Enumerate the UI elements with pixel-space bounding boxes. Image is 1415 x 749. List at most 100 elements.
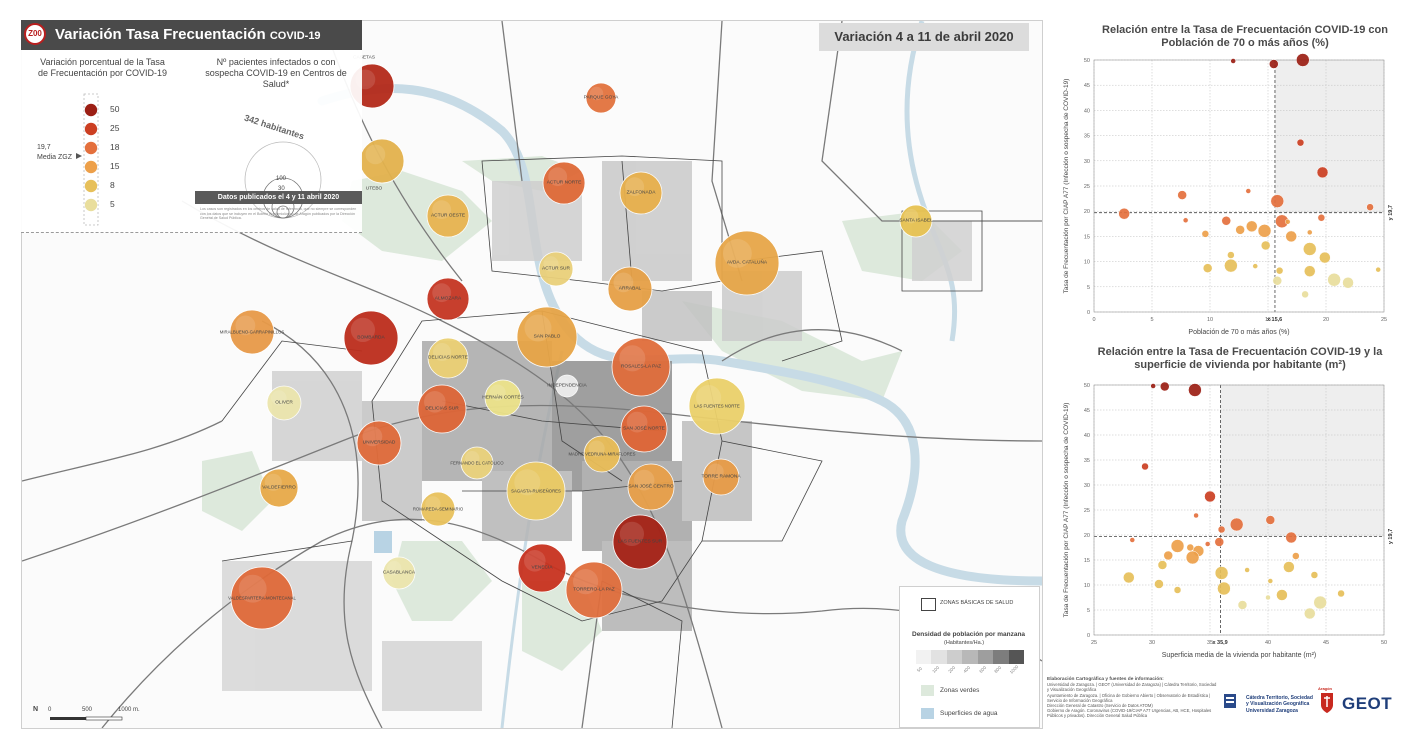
university-logo-text: Universidad Zaragoza bbox=[1246, 708, 1298, 714]
density-ramp bbox=[916, 650, 1024, 664]
data-point bbox=[1154, 579, 1164, 589]
water-label: Superficies de agua bbox=[940, 710, 998, 717]
zone-bubble-romareda-seminario[interactable] bbox=[420, 491, 456, 527]
density-tick-50: 50 bbox=[915, 665, 924, 674]
zone-bubble-las-fuentes-sur[interactable] bbox=[612, 514, 668, 570]
zone-label-madre-vedruna-miraflores: MADRE VEDRUNA-MIRAFLORES bbox=[568, 451, 636, 457]
zone-bubble-actur-oeste[interactable] bbox=[426, 194, 470, 238]
zone-bubble-venecia[interactable] bbox=[517, 543, 567, 593]
data-point bbox=[1337, 589, 1345, 598]
y-tick-label: 0 bbox=[1087, 310, 1090, 316]
x-tick-label: 50 bbox=[1381, 640, 1387, 646]
zone-bubble-utebo[interactable] bbox=[359, 138, 405, 184]
data-point bbox=[1285, 230, 1297, 243]
data-point bbox=[1217, 581, 1231, 596]
zone-label-rosales-la-paz: ROSALES-LA PAZ bbox=[620, 364, 662, 370]
y-tick-label: 45 bbox=[1084, 408, 1090, 414]
x-tick-label: 25 bbox=[1381, 317, 1387, 323]
data-point bbox=[1303, 242, 1317, 256]
zone-bubble-valdefierro[interactable] bbox=[259, 468, 299, 508]
zone-bubble-zalfonada[interactable] bbox=[619, 171, 663, 215]
zone-bubble-torrero-la-paz[interactable] bbox=[565, 561, 623, 619]
zone-bubble-actur-sur[interactable] bbox=[538, 251, 574, 287]
zone-bubble-delicias-norte[interactable] bbox=[427, 337, 469, 379]
zone-bubble-delicias-sur[interactable] bbox=[417, 384, 467, 434]
zone-bubble-san-jose-centro[interactable] bbox=[627, 463, 675, 511]
data-point bbox=[1269, 59, 1279, 69]
data-point bbox=[1201, 230, 1210, 238]
zone-bubble-independencia[interactable] bbox=[555, 374, 579, 398]
zone-bubble-santa-isabel[interactable] bbox=[899, 204, 933, 238]
y-tick-label: 20 bbox=[1084, 533, 1090, 539]
data-point bbox=[1204, 541, 1211, 547]
zone-bubble-fernando-el-catolico[interactable] bbox=[460, 446, 494, 480]
legend-note: Los casos son registrados en los centros… bbox=[200, 207, 357, 220]
data-point bbox=[1375, 266, 1381, 273]
scale-value-25: 25 bbox=[110, 123, 120, 133]
zone-bubble-valdespartera-montecanal[interactable] bbox=[230, 566, 294, 630]
data-point bbox=[1237, 600, 1248, 610]
mean-y-label: y 19,7 bbox=[1388, 529, 1394, 544]
zone-bubble-rosales-la-paz[interactable] bbox=[611, 337, 671, 397]
size-30: 30 bbox=[278, 186, 285, 192]
zone-bubble-universidad[interactable] bbox=[356, 420, 402, 466]
zone-label-arrabal: ARRABAL bbox=[618, 286, 642, 292]
data-point bbox=[1177, 190, 1187, 200]
data-point bbox=[1229, 517, 1244, 532]
zone-bubble-oliver[interactable] bbox=[266, 385, 302, 421]
zone-label-san-jose-norte: SAN JOSÉ NORTE bbox=[623, 426, 665, 432]
zone-bubble-torre-ramona[interactable] bbox=[702, 458, 740, 496]
zone-label-actur-norte: ACTUR NORTE bbox=[546, 180, 582, 186]
north-arrow: N bbox=[33, 706, 39, 713]
zone-label-san-jose-centro: SAN JOSÉ CENTRO bbox=[628, 484, 674, 490]
zone-bubble-arrabal[interactable] bbox=[607, 266, 653, 312]
data-point bbox=[1285, 531, 1297, 544]
zone-bubble-san-jose-norte[interactable] bbox=[620, 405, 668, 453]
zone-bubble-actur-norte[interactable] bbox=[542, 161, 586, 205]
map-legend: ZONAS BÁSICAS DE SALUD Densidad de pobla… bbox=[899, 586, 1040, 728]
data-point bbox=[1173, 586, 1182, 594]
zone-label-almozara: ALMOZARA bbox=[434, 296, 462, 302]
zone-label-bombarda: BOMBARDA bbox=[357, 335, 385, 341]
density-tick-600: 600 bbox=[977, 665, 987, 674]
high-quadrant bbox=[1220, 385, 1384, 537]
zone-bubble-parque-goya[interactable] bbox=[585, 82, 617, 114]
aragon-shield-icon bbox=[1321, 693, 1333, 713]
data-point bbox=[1204, 490, 1216, 503]
x-tick-label: 35 bbox=[1207, 640, 1213, 646]
zone-bubble-miralbueno-garrapinillos[interactable] bbox=[229, 309, 275, 355]
credits: Elaboración Cartográfica y fuentes de in… bbox=[1047, 677, 1217, 719]
data-point bbox=[1244, 567, 1250, 573]
zone-bubble-hernan-cortes[interactable] bbox=[484, 379, 522, 417]
color-scale bbox=[84, 103, 98, 212]
data-point bbox=[1366, 203, 1374, 211]
credits-line: Gobierno de Aragón. Coronavirus (COVID-1… bbox=[1047, 708, 1212, 719]
zone-label-universidad: UNIVERSIDAD bbox=[362, 440, 396, 446]
mean-y-label: y 19,7 bbox=[1388, 205, 1394, 220]
plot-frame bbox=[1093, 59, 1385, 313]
scale-value-8: 8 bbox=[110, 180, 115, 190]
zone-bubble-avda-cataluna[interactable] bbox=[714, 230, 780, 296]
data-point bbox=[1267, 578, 1274, 584]
zone-bubble-san-pablo[interactable] bbox=[516, 306, 578, 368]
zone-bubble-almozara[interactable] bbox=[426, 277, 470, 321]
map-id-badge: Z00 bbox=[24, 23, 46, 45]
zone-bubble-bombarda[interactable] bbox=[343, 310, 399, 366]
zone-bubble-las-fuentes-norte[interactable] bbox=[688, 377, 746, 435]
y-tick-label: 40 bbox=[1084, 108, 1090, 114]
data-point bbox=[1327, 272, 1341, 287]
geot-logo: GEOT bbox=[1342, 694, 1393, 713]
credits-line: Universidad de Zaragoza. | GEOT (Univers… bbox=[1047, 682, 1217, 693]
zone-bubble-sagasta-ruisenores[interactable] bbox=[506, 461, 566, 521]
zone-bubble-madre-vedruna-miraflores[interactable] bbox=[583, 435, 621, 473]
chart1-title: Relación entre la Tasa de Frecuentación … bbox=[1102, 24, 1388, 49]
data-point bbox=[1252, 263, 1258, 269]
zone-label-zalfonada: ZALFONADA bbox=[626, 190, 656, 196]
scale-circle-15 bbox=[84, 160, 98, 174]
scale-circle-18 bbox=[84, 141, 98, 155]
zone-label-valdespartera-montecanal: VALDESPARTERA-MONTECANAL bbox=[228, 595, 296, 601]
zone-label-valdefierro: VALDEFIERRO bbox=[262, 485, 296, 491]
green-label: Zonas verdes bbox=[940, 687, 980, 694]
scale-1000: 1000 m. bbox=[118, 707, 140, 713]
zone-bubble-casablanca[interactable] bbox=[382, 556, 416, 590]
